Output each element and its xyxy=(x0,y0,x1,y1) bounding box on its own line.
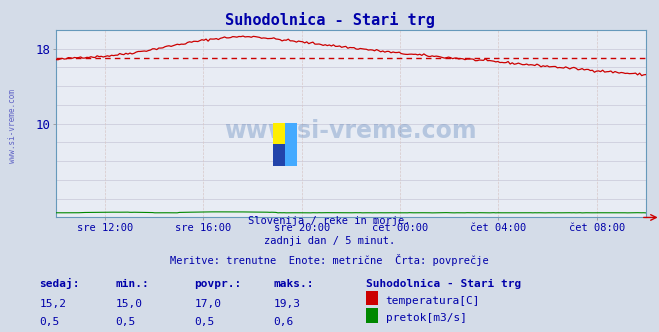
Text: 0,5: 0,5 xyxy=(115,317,136,327)
Text: 0,5: 0,5 xyxy=(194,317,215,327)
Text: sedaj:: sedaj: xyxy=(40,278,80,289)
Text: www.si-vreme.com: www.si-vreme.com xyxy=(225,119,477,143)
Text: 17,0: 17,0 xyxy=(194,299,221,309)
Bar xyxy=(285,144,297,166)
Text: min.:: min.: xyxy=(115,279,149,289)
Text: 0,5: 0,5 xyxy=(40,317,60,327)
Bar xyxy=(285,123,297,144)
Text: 0,6: 0,6 xyxy=(273,317,294,327)
Text: temperatura[C]: temperatura[C] xyxy=(386,296,480,306)
Text: 19,3: 19,3 xyxy=(273,299,301,309)
Text: Suhodolnica - Stari trg: Suhodolnica - Stari trg xyxy=(225,12,434,28)
Text: www.si-vreme.com: www.si-vreme.com xyxy=(8,89,17,163)
Text: 15,0: 15,0 xyxy=(115,299,142,309)
Text: 15,2: 15,2 xyxy=(40,299,67,309)
Text: Slovenija / reke in morje.: Slovenija / reke in morje. xyxy=(248,216,411,226)
Text: pretok[m3/s]: pretok[m3/s] xyxy=(386,313,467,323)
Text: Suhodolnica - Stari trg: Suhodolnica - Stari trg xyxy=(366,279,521,289)
Text: zadnji dan / 5 minut.: zadnji dan / 5 minut. xyxy=(264,236,395,246)
Text: maks.:: maks.: xyxy=(273,279,314,289)
Bar xyxy=(273,144,285,166)
Bar xyxy=(273,123,285,144)
Text: povpr.:: povpr.: xyxy=(194,279,242,289)
Text: Meritve: trenutne  Enote: metrične  Črta: povprečje: Meritve: trenutne Enote: metrične Črta: … xyxy=(170,254,489,266)
